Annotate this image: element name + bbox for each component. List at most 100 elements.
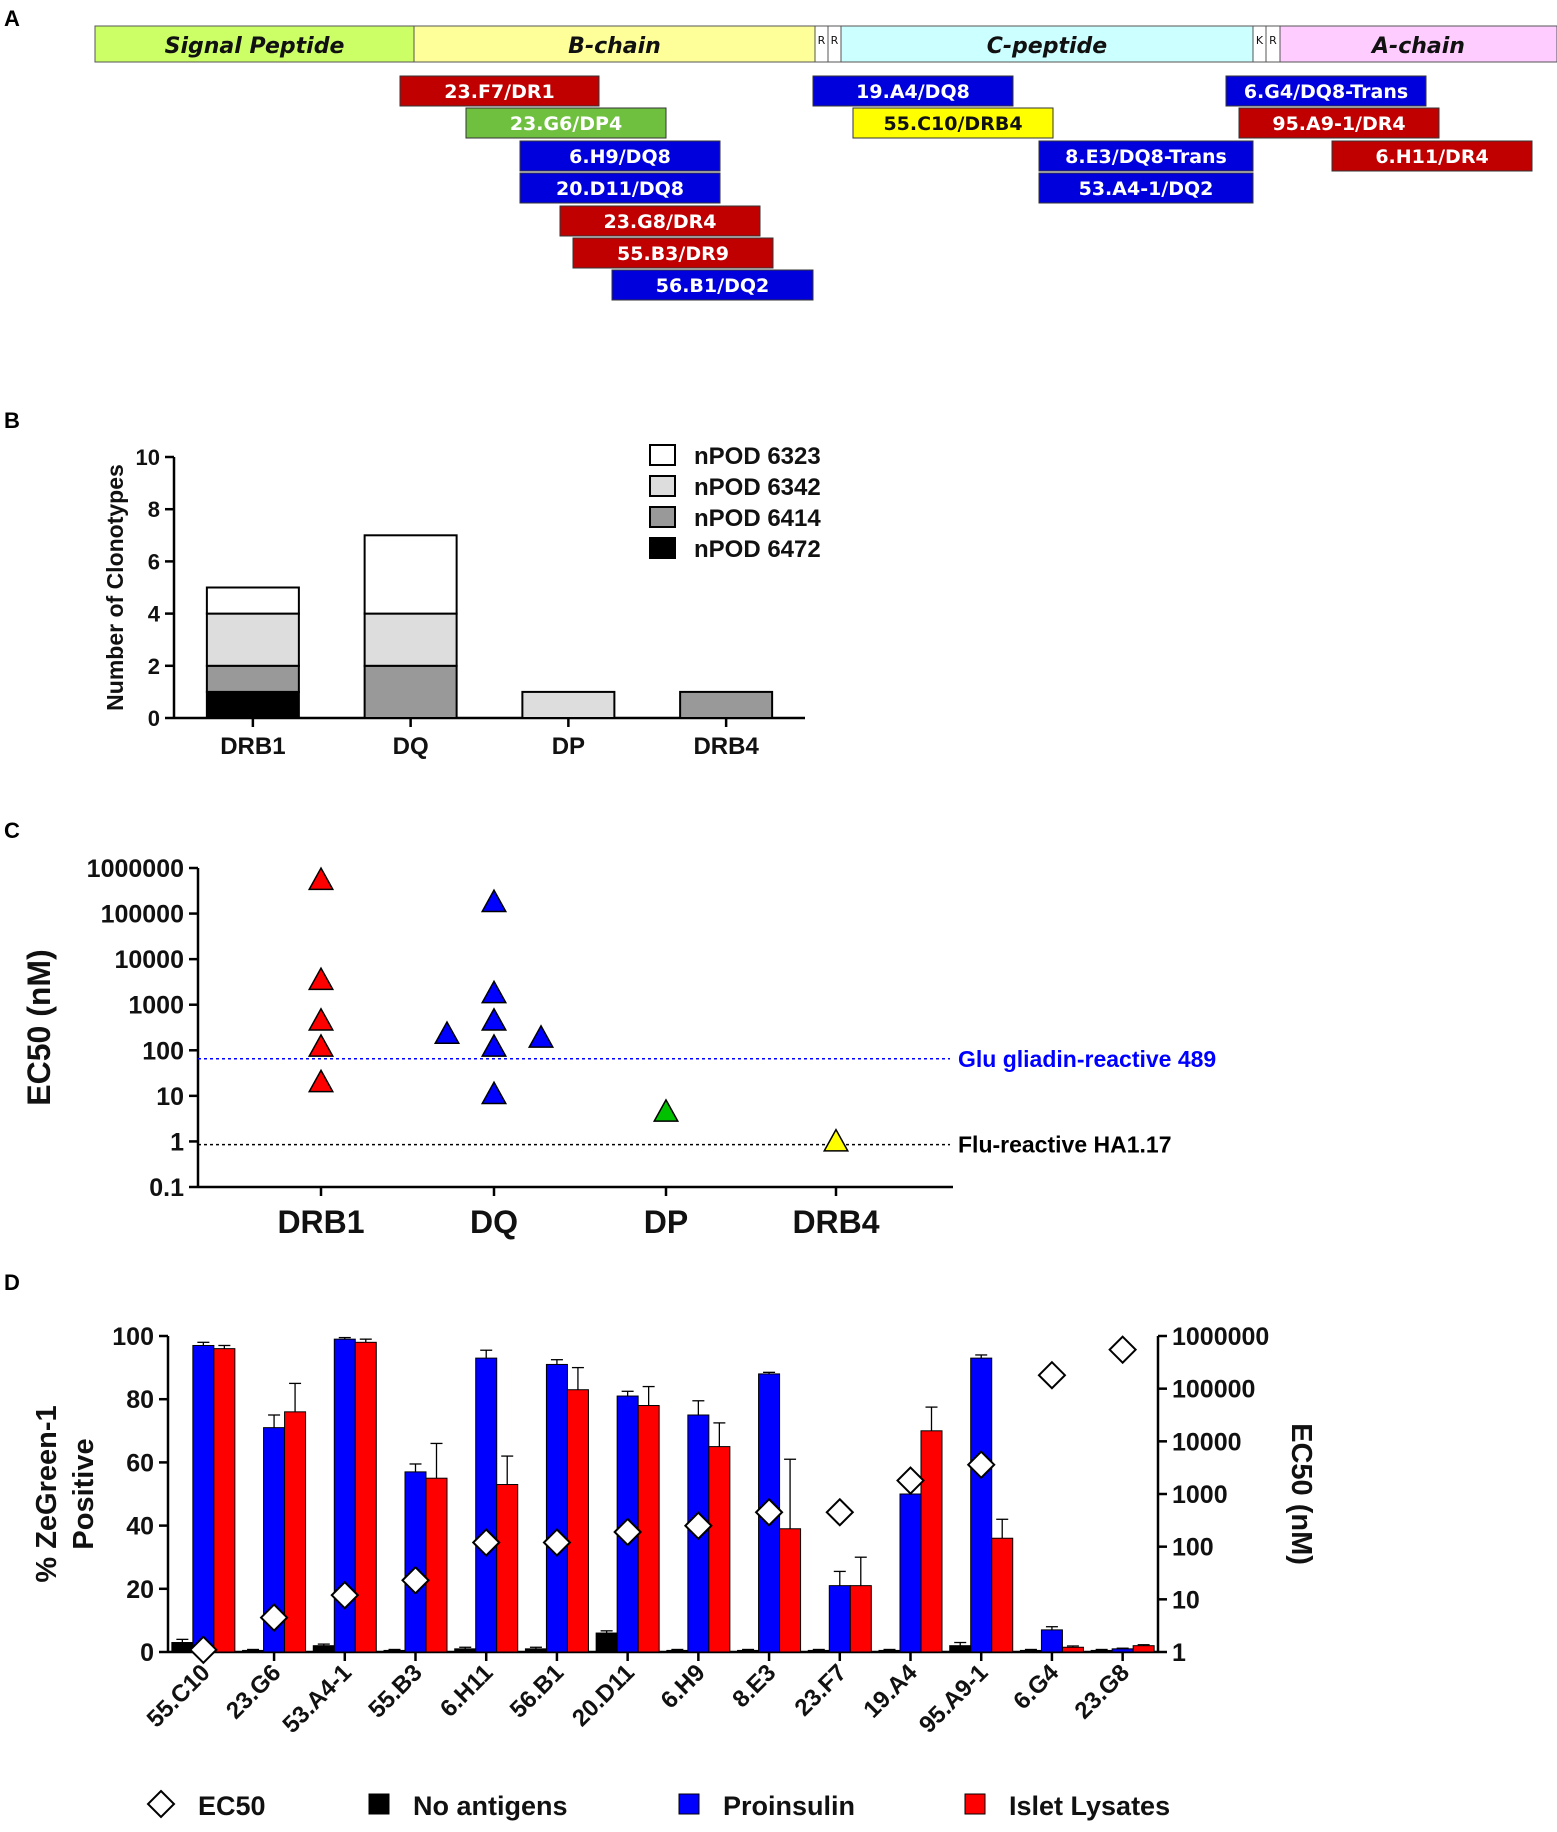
d-bar-55-b3-islet-lysates <box>425 1477 448 1653</box>
d-bar-95-a9-1-islet-lysates <box>991 1537 1014 1653</box>
panel-letter-a: A <box>4 6 20 31</box>
b-bar-drb1-npod-6342 <box>205 612 300 667</box>
c-point-drb1-4 <box>307 1068 335 1093</box>
clone-label-6-g4-dq8-trans: 6.G4/DQ8-Trans <box>1244 81 1408 103</box>
clone-label-53-a4-1-dq2: 53.A4-1/DQ2 <box>1079 178 1214 200</box>
c-y-tick-100: 100 <box>142 1037 184 1065</box>
d-bar-6-g4-islet-lysates <box>1061 1646 1084 1653</box>
c-x-tick-dp: DP <box>644 1204 688 1240</box>
b-x-tick-drb1: DRB1 <box>220 733 285 760</box>
clone-label-56-b1-dq2: 56.B1/DQ2 <box>656 275 769 297</box>
c-point-dq-11 <box>527 1024 555 1048</box>
clone-label-6-h11-dr4: 6.H11/DR4 <box>1375 146 1488 168</box>
d-bar-8-e3-no-antigens <box>737 1649 760 1653</box>
b-y-tick-8: 8 <box>148 497 160 522</box>
d-bar-23-f7-proinsulin <box>828 1585 851 1653</box>
c-x-tick-dq: DQ <box>470 1204 518 1240</box>
panel-a-epitope-map: Signal Peptide B-chain R R C-peptide K R A-chai… <box>94 25 1557 301</box>
d-x-tick-23-f7: 23.F7 <box>790 1659 852 1721</box>
b-y-tick-0: 0 <box>148 706 160 731</box>
d-bar-20-d11-no-antigens <box>595 1632 618 1653</box>
d-bar-56-b1-proinsulin <box>545 1363 568 1653</box>
d-bar-56-b1-no-antigens <box>524 1648 547 1653</box>
d-legend-label-ec50: EC50 <box>198 1791 266 1821</box>
clone-bar-6-h11-dr4 <box>1331 140 1533 172</box>
clone-bar-56-b1-dq2 <box>611 269 814 301</box>
d-y-right-tick-10: 10 <box>1172 1586 1200 1614</box>
c-y-tick-1000: 1000 <box>128 992 184 1020</box>
d-bar-6-h9-no-antigens <box>666 1649 689 1653</box>
clone-label-19-a4-dq8: 19.A4/DQ8 <box>856 81 970 103</box>
d-ec50-marker-95-a9-1 <box>966 1450 996 1480</box>
d-x-tick-6-h11: 6.H11 <box>435 1659 498 1722</box>
c-point-dq-6 <box>480 979 508 1004</box>
clone-bar-20-d11-dq8 <box>519 172 721 204</box>
segment-a-chain-7 <box>1279 25 1557 63</box>
d-legend-swatch-ec50 <box>146 1789 176 1819</box>
clone-label-8-e3-dq8-trans: 8.E3/DQ8-Trans <box>1065 146 1227 168</box>
d-bar-8-e3-islet-lysates <box>779 1528 802 1653</box>
clone-bar-53-a4-1-dq2 <box>1038 172 1254 204</box>
d-bar-55-c10-proinsulin <box>192 1344 215 1653</box>
segment-label-2: R <box>818 34 826 47</box>
clone-bar-55-c10-drb4 <box>852 107 1054 139</box>
d-bar-6-g4-no-antigens <box>1019 1649 1042 1653</box>
d-y-left-tick-40: 40 <box>126 1513 154 1541</box>
panel-c-ec50-chart: 0.1 1 10 100 1000 10000 100000 1000000 DRB1 DQ DP D… <box>21 855 1216 1240</box>
segment-b-chain-1 <box>413 25 816 63</box>
d-bar-20-d11-islet-lysates <box>637 1405 660 1653</box>
d-bar-19-a4-proinsulin <box>899 1493 922 1653</box>
panel-letter-d: D <box>4 1270 20 1295</box>
d-bar-23-g8-no-antigens <box>1090 1649 1113 1653</box>
clone-label-23-f7-dr1: 23.F7/DR1 <box>444 81 554 103</box>
d-bar-95-a9-1-no-antigens <box>949 1645 972 1653</box>
c-ref-label-0: Glu gliadin-reactive 489 <box>958 1046 1216 1072</box>
d-legend-label-no-antigens: No antigens <box>413 1791 568 1821</box>
d-bar-6-h11-no-antigens <box>454 1648 477 1653</box>
d-ec50-marker-23-f7 <box>825 1497 855 1527</box>
clone-bar-55-b3-dr9 <box>572 237 774 269</box>
b-bar-drb1-npod-6414 <box>205 664 300 693</box>
c-point-drb1-1 <box>307 966 335 991</box>
d-ec50-marker-55-b3 <box>401 1565 430 1595</box>
clone-bar-6-g4-dq8-trans <box>1225 75 1427 107</box>
d-bar-23-f7-no-antigens <box>807 1649 830 1653</box>
clone-label-55-b3-dr9: 55.B3/DR9 <box>617 243 729 265</box>
d-x-tick-95-a9-1: 95.A9-1 <box>914 1659 993 1738</box>
d-bar-19-a4-islet-lysates <box>920 1430 943 1653</box>
d-ec50-marker-23-g8 <box>1108 1335 1138 1365</box>
clone-label-95-a9-1-dr4: 95.A9-1/DR4 <box>1272 113 1405 135</box>
d-ec50-marker-55-c10 <box>188 1635 218 1665</box>
d-legend-label-islet-lysates: Islet Lysates <box>1009 1791 1170 1821</box>
d-y-right-tick-10000: 10000 <box>1172 1428 1242 1456</box>
b-legend-label-npod-6472: nPOD 6472 <box>694 536 821 563</box>
b-legend-label-npod-6414: nPOD 6414 <box>694 505 821 532</box>
d-bar-6-g4-proinsulin <box>1040 1629 1063 1653</box>
d-ec50-marker-56-b1 <box>542 1528 572 1557</box>
clone-label-55-c10-drb4: 55.C10/DRB4 <box>883 113 1022 135</box>
panel-d-zegreen-chart: 0 20 40 60 80 100 1 10 100 1000 10000 100000 1000000… <box>31 1323 1317 1821</box>
d-ec50-marker-8-e3 <box>754 1497 784 1527</box>
clone-bar-8-e3-dq8-trans <box>1038 140 1254 172</box>
d-bar-95-a9-1-proinsulin <box>970 1357 993 1653</box>
d-x-tick-19-a4: 19.A4 <box>858 1659 923 1724</box>
d-bar-6-h11-proinsulin <box>475 1357 498 1653</box>
c-point-drb1-0 <box>307 866 335 891</box>
b-y-tick-6: 6 <box>148 549 160 574</box>
d-bar-55-b3-no-antigens <box>383 1649 406 1653</box>
b-bar-dq-npod-6323 <box>363 534 458 615</box>
segment-label-1: B-chain <box>568 34 661 59</box>
d-legend-swatch-proinsulin <box>678 1793 700 1815</box>
c-point-dq-7 <box>480 1007 508 1031</box>
d-bar-55-b3-proinsulin <box>404 1471 427 1653</box>
b-x-tick-drb4: DRB4 <box>693 733 759 760</box>
clone-label-6-h9-dq8: 6.H9/DQ8 <box>569 146 671 168</box>
b-legend-swatch-npod-6414 <box>649 506 676 528</box>
d-x-tick-53-a4-1: 53.A4-1 <box>278 1659 357 1738</box>
d-y-right-tick-100: 100 <box>1172 1534 1214 1562</box>
d-bar-23-g6-islet-lysates <box>284 1411 307 1653</box>
d-y-right-tick-100000: 100000 <box>1172 1376 1255 1404</box>
segment-label-5: K <box>1256 34 1264 47</box>
b-y-tick-2: 2 <box>148 654 160 679</box>
d-legend-label-proinsulin: Proinsulin <box>723 1791 855 1821</box>
